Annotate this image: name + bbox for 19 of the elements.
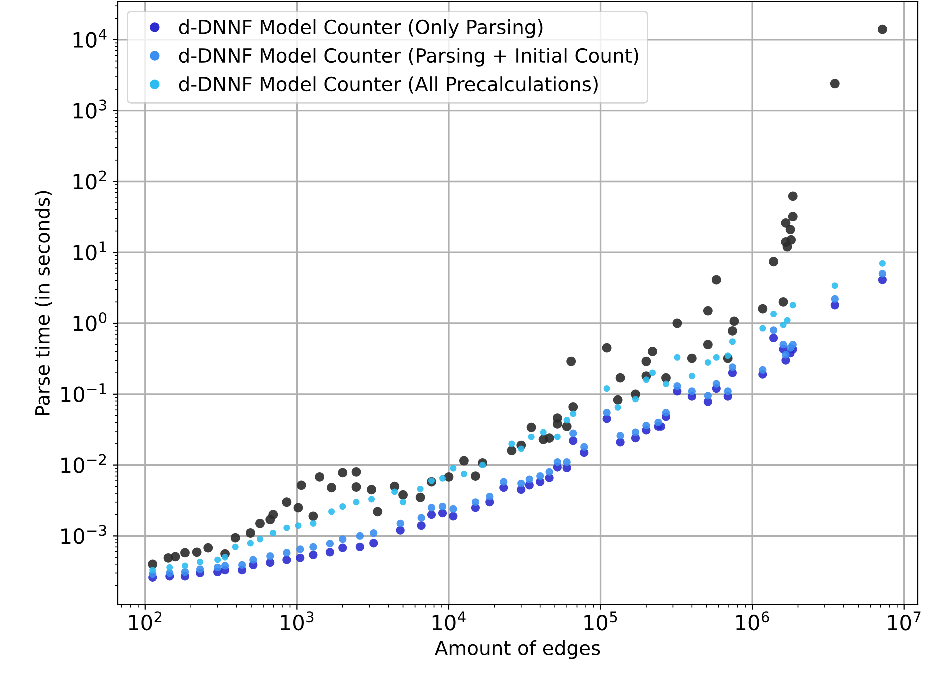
x-tick-label: 10$^{2}$: [129, 612, 162, 631]
legend-label: d-DNNF Model Counter (All Precalculations): [179, 76, 598, 94]
legend-label: d-DNNF Model Counter (Only Parsing): [179, 20, 543, 38]
y-tick-label: 10$^{−2}$: [62, 454, 106, 474]
y-tick-label: 10$^{−3}$: [62, 525, 106, 544]
x-tick-label: 10$^{7}$: [888, 612, 921, 631]
x-axis-title: Amount of edges: [435, 640, 600, 660]
y-tick-label: 10$^{4}$: [74, 29, 107, 48]
y-tick-label: 10$^{3}$: [74, 100, 106, 119]
x-tick-label: 10$^{6}$: [736, 612, 770, 631]
y-axis-title: Parse time (in seconds): [34, 191, 52, 416]
x-tick-label: 10$^{5}$: [584, 612, 618, 631]
y-tick-label: 10$^{0}$: [74, 312, 107, 332]
x-tick-label: 10$^{4}$: [432, 612, 466, 631]
legend-label: d-DNNF Model Counter (Parsing + Initial Count): [179, 48, 638, 67]
y-tick-label: 10$^{−1}$: [62, 384, 106, 402]
y-tick-label: 10$^{2}$: [74, 170, 106, 190]
x-tick-label: 10$^{3}$: [281, 612, 314, 631]
y-tick-label: 10$^{1}$: [74, 242, 106, 261]
